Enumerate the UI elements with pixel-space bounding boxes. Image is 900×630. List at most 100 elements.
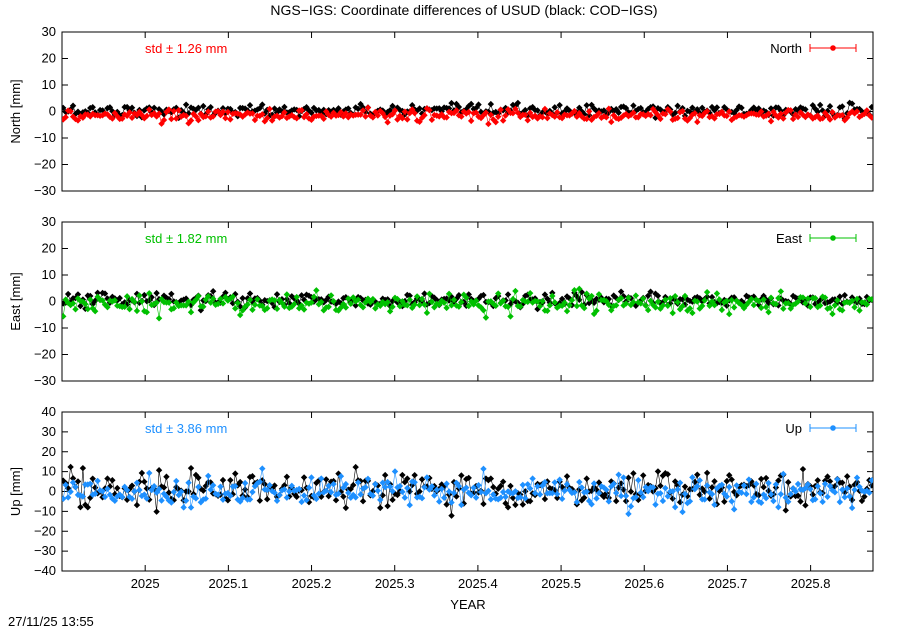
ngs-igs-point — [767, 294, 775, 301]
cod-igs-point — [814, 299, 821, 306]
ngs-igs-point — [563, 481, 571, 488]
cod-igs-point — [475, 101, 482, 108]
ngs-igs-point — [460, 108, 468, 115]
ngs-igs-point — [723, 112, 730, 120]
ngs-igs-point — [583, 290, 590, 297]
cod-igs-point — [625, 474, 632, 481]
ngs-igs-point — [308, 299, 315, 306]
ngs-igs-point — [389, 303, 396, 311]
ngs-igs-point — [578, 113, 585, 120]
ngs-igs-point — [698, 302, 706, 310]
ngs-igs-point — [674, 298, 681, 306]
ngs-igs-point — [524, 481, 531, 488]
ngs-igs-point — [691, 485, 699, 493]
cod-igs-point — [843, 473, 851, 480]
cod-igs-point — [168, 109, 175, 116]
cod-igs-point — [696, 491, 703, 498]
cod-igs-point — [762, 474, 770, 482]
cod-igs-point — [568, 485, 576, 493]
ngs-igs-point — [391, 468, 399, 475]
ngs-igs-point — [839, 111, 846, 119]
cod-igs-point — [684, 107, 691, 115]
ngs-igs-point — [246, 496, 254, 503]
ngs-igs-point — [730, 304, 738, 311]
ngs-igs-point — [364, 475, 372, 483]
ngs-igs-point — [99, 297, 106, 304]
ngs-igs-point — [652, 501, 659, 508]
y-tick-label: 40 — [42, 404, 56, 419]
cod-igs-point — [605, 108, 613, 116]
ngs-igs-point — [524, 298, 531, 306]
cod-igs-point — [775, 477, 782, 484]
ngs-igs-point — [273, 497, 281, 504]
ngs-igs-point — [706, 489, 713, 496]
cod-igs-point — [657, 106, 664, 113]
ngs-igs-point — [345, 489, 352, 497]
ngs-igs-point — [153, 489, 160, 496]
ngs-igs-point — [448, 499, 455, 506]
ngs-igs-point — [816, 302, 824, 309]
ngs-igs-point — [490, 116, 497, 123]
ngs-igs-point — [138, 111, 146, 119]
ngs-igs-point — [831, 302, 839, 309]
ngs-igs-point — [143, 112, 150, 120]
ngs-igs-point — [755, 111, 762, 118]
ngs-igs-point — [839, 307, 846, 314]
ngs-igs-point — [143, 309, 150, 316]
ngs-igs-point — [153, 299, 160, 306]
ngs-igs-point — [558, 302, 566, 309]
ngs-igs-point — [433, 486, 440, 494]
ngs-igs-point — [227, 492, 234, 499]
ngs-igs-point — [851, 304, 858, 311]
ngs-igs-point — [536, 303, 544, 310]
ngs-igs-point — [662, 110, 669, 118]
ngs-igs-point — [519, 296, 526, 304]
ngs-igs-point — [856, 483, 863, 490]
ngs-igs-point — [138, 492, 146, 500]
ngs-igs-point — [512, 105, 519, 113]
ngs-igs-point — [716, 110, 723, 118]
ngs-igs-point — [713, 290, 721, 297]
ngs-igs-point — [517, 493, 524, 501]
ngs-igs-point — [517, 303, 524, 310]
ngs-igs-point — [182, 112, 190, 120]
ngs-igs-point — [241, 479, 249, 487]
ngs-igs-point — [411, 479, 418, 486]
ngs-igs-point — [322, 487, 330, 494]
ngs-igs-point — [652, 108, 659, 116]
ngs-igs-point — [436, 498, 443, 505]
ngs-igs-point — [571, 489, 578, 496]
ngs-igs-point — [89, 110, 96, 118]
ngs-igs-point — [91, 308, 99, 315]
ngs-igs-point — [514, 109, 522, 117]
ngs-igs-point — [681, 292, 689, 300]
ngs-igs-point — [679, 508, 686, 516]
cod-igs-point — [195, 474, 202, 481]
cod-igs-point — [642, 109, 649, 116]
ngs-igs-point — [669, 309, 676, 317]
ngs-igs-point — [657, 490, 664, 497]
ngs-igs-point — [772, 112, 780, 119]
ngs-igs-point — [566, 302, 573, 309]
cod-igs-point — [632, 302, 640, 309]
ngs-igs-point — [298, 498, 305, 506]
ngs-igs-point — [236, 311, 244, 319]
ngs-igs-point — [593, 307, 600, 314]
ngs-igs-point — [674, 114, 681, 122]
ngs-igs-point — [522, 495, 529, 502]
ngs-igs-point — [605, 498, 613, 505]
ngs-igs-point — [153, 113, 160, 120]
ngs-igs-point — [195, 483, 202, 491]
y-tick-label: −30 — [34, 183, 56, 198]
ngs-igs-point — [79, 493, 87, 500]
cod-igs-point — [686, 108, 694, 116]
cod-igs-point — [256, 104, 264, 112]
ngs-igs-point — [431, 492, 438, 499]
cod-igs-point — [416, 105, 423, 112]
cod-igs-point — [657, 482, 664, 490]
ngs-igs-point — [804, 111, 812, 118]
cod-igs-point — [738, 297, 745, 305]
ngs-igs-point — [730, 506, 738, 513]
ngs-igs-point — [782, 109, 789, 116]
ngs-igs-point — [630, 298, 637, 306]
